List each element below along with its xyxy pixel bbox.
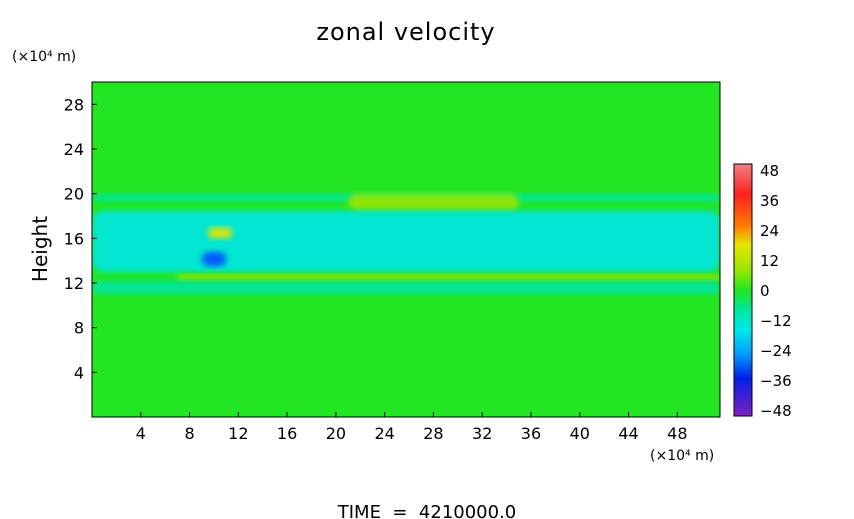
x-tick-label: 16 <box>277 424 297 443</box>
x-ticks: 4 8 12 16 20 24 28 32 36 40 44 48 <box>136 412 688 443</box>
colorbar-tick-label: 12 <box>760 252 779 270</box>
heatmap-features <box>92 193 720 295</box>
heatmap-cell-lower-negative-band <box>92 280 720 295</box>
colorbar-tick-label: −36 <box>760 372 792 390</box>
colorbar-tick-label: −12 <box>760 312 792 330</box>
heatmap-cell-positive-jet <box>348 193 519 211</box>
y-tick-label: 8 <box>74 319 84 338</box>
colorbar-tick-label: 24 <box>760 222 779 240</box>
chart-title: zonal velocity <box>316 18 495 46</box>
x-tick-label: 28 <box>423 424 443 443</box>
x-tick-label: 4 <box>136 424 146 443</box>
x-tick-label: 40 <box>570 424 590 443</box>
time-footer: TIME = 4210000.0 <box>337 502 517 519</box>
x-tick-label: 24 <box>374 424 394 443</box>
colorbar-ticks: 48 36 24 12 0 −12 −24 −36 −48 <box>760 162 792 420</box>
heatmap-cell-mid-negative-band <box>92 210 720 272</box>
x-tick-label: 8 <box>184 424 194 443</box>
colorbar: 48 36 24 12 0 −12 −24 −36 −48 <box>733 162 792 420</box>
y-tick-label: 12 <box>64 274 84 293</box>
x-tick-label: 32 <box>472 424 492 443</box>
x-tick-label: 48 <box>667 424 687 443</box>
y-axis-label: Height <box>28 216 52 282</box>
colorbar-tick-label: −24 <box>760 342 792 360</box>
y-ticks: 4 8 12 16 20 24 28 <box>64 95 97 382</box>
colorbar-tick-label: 36 <box>760 192 779 210</box>
heatmap-cell-positive-core <box>207 227 233 239</box>
x-tick-label: 12 <box>228 424 248 443</box>
y-tick-label: 16 <box>64 229 84 248</box>
colorbar-tick-label: 0 <box>760 282 770 300</box>
x-tick-label: 44 <box>618 424 638 443</box>
heatmap-cell-strong-negative-core <box>201 251 227 267</box>
heatmap-cell-lower-positive-band <box>177 274 720 281</box>
colorbar-tick-label: −48 <box>760 402 792 420</box>
y-tick-label: 24 <box>64 140 84 159</box>
y-tick-label: 20 <box>64 185 84 204</box>
colorbar-gradient <box>733 163 753 417</box>
y-tick-label: 28 <box>64 95 84 114</box>
x-tick-label: 20 <box>326 424 346 443</box>
plot-frame <box>91 81 721 418</box>
x-tick-label: 36 <box>521 424 541 443</box>
y-tick-label: 4 <box>74 363 84 382</box>
y-axis-unit: (×10⁴ m) <box>12 49 76 65</box>
x-axis-unit: (×10⁴ m) <box>650 448 714 464</box>
colorbar-tick-label: 48 <box>760 162 779 180</box>
